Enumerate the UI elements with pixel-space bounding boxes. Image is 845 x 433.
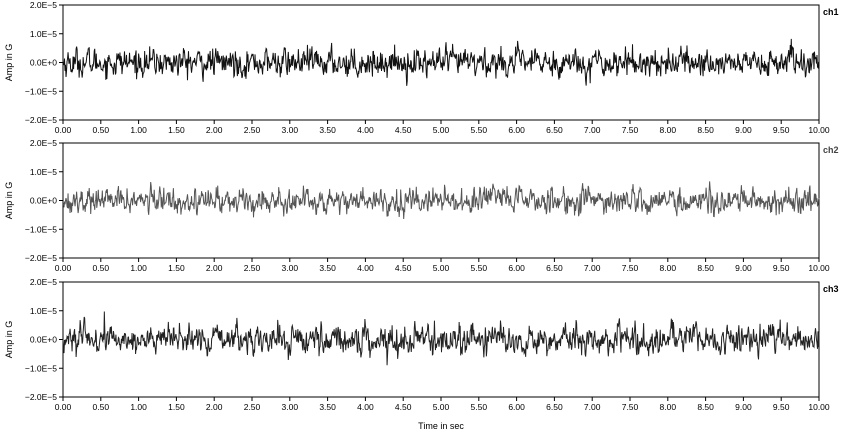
x-tick-label: 8.50 — [697, 402, 714, 412]
x-tick-label: 9.50 — [773, 263, 790, 273]
x-tick-label: 0.50 — [93, 125, 110, 135]
y-axis-title: Amp in G — [4, 321, 14, 359]
x-tick-label: 6.00 — [508, 402, 525, 412]
x-tick-label: 5.00 — [433, 125, 450, 135]
x-tick-label: 5.50 — [471, 402, 488, 412]
x-tick-label: 5.00 — [433, 402, 450, 412]
x-tick-label: 6.00 — [508, 125, 525, 135]
x-tick-label: 1.00 — [130, 263, 147, 273]
x-tick-label: 1.00 — [130, 125, 147, 135]
x-tick-label: 8.50 — [697, 125, 714, 135]
x-tick-label: 3.50 — [319, 263, 336, 273]
x-tick-label: 0.00 — [55, 125, 72, 135]
x-tick-label: 5.50 — [471, 125, 488, 135]
x-tick-label: 3.00 — [282, 402, 299, 412]
x-tick-label: 9.50 — [773, 125, 790, 135]
x-tick-label: 2.00 — [206, 125, 223, 135]
x-tick-label: 10.00 — [808, 263, 830, 273]
x-tick-label: 5.50 — [471, 263, 488, 273]
y-tick-label: −2.0E−5 — [25, 392, 57, 402]
x-tick-label: 4.50 — [395, 263, 412, 273]
x-tick-label: 2.50 — [244, 402, 261, 412]
x-tick-label: 4.00 — [357, 402, 374, 412]
x-tick-label: 2.00 — [206, 263, 223, 273]
x-tick-label: 5.00 — [433, 263, 450, 273]
y-tick-label: −1.0E−5 — [25, 224, 57, 234]
x-tick-label: 7.50 — [622, 402, 639, 412]
x-tick-label: 7.00 — [584, 263, 601, 273]
channel-label: ch2 — [823, 145, 839, 155]
x-tick-label: 0.00 — [55, 263, 72, 273]
x-tick-label: 3.00 — [282, 125, 299, 135]
x-tick-label: 0.50 — [93, 402, 110, 412]
x-tick-label: 9.00 — [735, 125, 752, 135]
x-tick-label: 4.00 — [357, 125, 374, 135]
y-axis-title: Amp in G — [4, 44, 14, 82]
x-tick-label: 8.00 — [660, 263, 677, 273]
x-tick-label: 7.50 — [622, 125, 639, 135]
x-tick-label: 10.00 — [808, 125, 830, 135]
x-tick-label: 8.50 — [697, 263, 714, 273]
y-tick-label: −2.0E−5 — [25, 253, 57, 263]
y-tick-label: −1.0E−5 — [25, 86, 57, 96]
x-tick-label: 3.50 — [319, 402, 336, 412]
x-axis-title: Time in sec — [418, 421, 464, 431]
y-tick-label: 2.0E−5 — [30, 0, 57, 10]
x-tick-label: 1.50 — [168, 125, 185, 135]
x-tick-label: 1.50 — [168, 263, 185, 273]
x-tick-label: 2.50 — [244, 263, 261, 273]
x-tick-label: 4.00 — [357, 263, 374, 273]
x-tick-label: 1.00 — [130, 402, 147, 412]
y-tick-label: −2.0E−5 — [25, 115, 57, 125]
y-tick-label: 1.0E−5 — [30, 167, 57, 177]
channel-label: ch3 — [823, 284, 839, 294]
y-tick-label: 2.0E−5 — [30, 138, 57, 148]
series-ch1 — [62, 38, 820, 86]
series-ch2 — [62, 181, 820, 219]
x-tick-label: 8.00 — [660, 125, 677, 135]
y-tick-label: 0.0E+0 — [30, 335, 57, 345]
x-tick-label: 1.50 — [168, 402, 185, 412]
x-tick-label: 2.00 — [206, 402, 223, 412]
y-tick-label: 0.0E+0 — [30, 196, 57, 206]
x-tick-label: 9.50 — [773, 402, 790, 412]
series-ch3 — [62, 311, 820, 366]
x-tick-label: 4.50 — [395, 125, 412, 135]
y-tick-label: 0.0E+0 — [30, 58, 57, 68]
y-tick-label: −1.0E−5 — [25, 363, 57, 373]
x-tick-label: 4.50 — [395, 402, 412, 412]
x-tick-label: 10.00 — [808, 402, 830, 412]
x-tick-label: 6.50 — [546, 402, 563, 412]
x-tick-label: 6.50 — [546, 125, 563, 135]
channel-label: ch1 — [823, 7, 839, 17]
y-tick-label: 2.0E−5 — [30, 277, 57, 287]
x-tick-label: 2.50 — [244, 125, 261, 135]
x-tick-label: 6.00 — [508, 263, 525, 273]
x-tick-label: 7.00 — [584, 125, 601, 135]
x-tick-label: 3.50 — [319, 125, 336, 135]
y-tick-label: 1.0E−5 — [30, 306, 57, 316]
y-tick-label: 1.0E−5 — [30, 29, 57, 39]
x-tick-label: 7.50 — [622, 263, 639, 273]
x-tick-label: 3.00 — [282, 263, 299, 273]
x-tick-label: 9.00 — [735, 263, 752, 273]
x-tick-label: 6.50 — [546, 263, 563, 273]
x-tick-label: 7.00 — [584, 402, 601, 412]
x-tick-label: 8.00 — [660, 402, 677, 412]
x-tick-label: 0.00 — [55, 402, 72, 412]
y-axis-title: Amp in G — [4, 182, 14, 220]
x-tick-label: 9.00 — [735, 402, 752, 412]
x-tick-label: 0.50 — [93, 263, 110, 273]
